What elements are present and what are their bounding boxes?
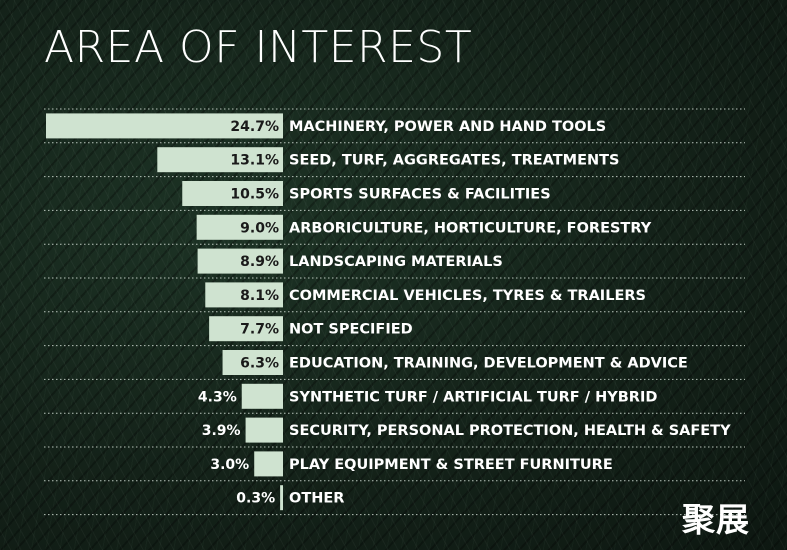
bar-value-label: 24.7% <box>230 119 279 135</box>
bar-value-label: 0.3% <box>236 491 275 507</box>
bar <box>241 383 283 409</box>
bar-value-label: 4.3% <box>198 389 237 405</box>
bar <box>197 248 283 274</box>
category-label: COMMERCIAL VEHICLES, TYRES & TRAILERS <box>289 288 646 304</box>
bar-value-label: 6.3% <box>240 356 279 372</box>
category-label: OTHER <box>289 491 344 507</box>
category-label: SECURITY, PERSONAL PROTECTION, HEALTH & … <box>289 423 731 439</box>
category-label: LANDSCAPING MATERIALS <box>289 254 503 270</box>
page-title: AREA OF INTEREST <box>44 22 473 73</box>
bar <box>182 181 283 206</box>
category-label: SYNTHETIC TURF / ARTIFICIAL TURF / HYBRI… <box>289 389 657 405</box>
bar-value-label: 8.9% <box>240 254 279 270</box>
category-label: NOT SPECIFIED <box>289 322 413 338</box>
category-label: SPORTS SURFACES & FACILITIES <box>289 187 551 203</box>
bar-value-label: 7.7% <box>240 322 279 338</box>
bar <box>222 350 283 375</box>
watermark-logo: 聚展 <box>682 500 750 539</box>
bar <box>254 451 283 477</box>
bar-value-label: 10.5% <box>230 187 279 203</box>
bar <box>245 417 283 443</box>
bar-value-label: 3.0% <box>210 457 249 473</box>
bar-value-label: 3.9% <box>202 423 241 439</box>
bar <box>280 485 283 511</box>
category-label: MACHINERY, POWER AND HAND TOOLS <box>289 119 606 135</box>
bar <box>46 113 283 139</box>
bar <box>196 214 283 240</box>
bar-value-label: 8.1% <box>240 288 279 304</box>
category-label: PLAY EQUIPMENT & STREET FURNITURE <box>289 457 613 473</box>
bar-value-label: 13.1% <box>230 153 279 169</box>
bar <box>157 147 283 173</box>
category-label: SEED, TURF, AGGREGATES, TREATMENTS <box>289 153 619 169</box>
category-label: ARBORICULTURE, HORTICULTURE, FORESTRY <box>289 220 652 236</box>
bar-value-label: 9.0% <box>240 220 279 236</box>
bar <box>209 316 283 342</box>
category-label: EDUCATION, TRAINING, DEVELOPMENT & ADVIC… <box>289 356 688 372</box>
bar <box>205 282 283 308</box>
